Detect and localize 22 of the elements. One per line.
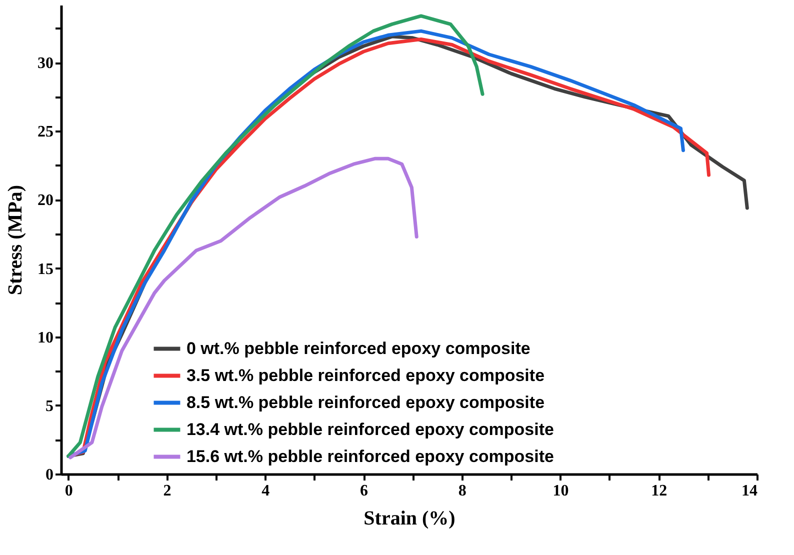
legend-label: 13.4 wt.% pebble reinforced epoxy composite — [186, 420, 554, 439]
x-tick-label: 0 — [64, 482, 73, 500]
y-tick-label: 20 — [38, 192, 54, 210]
x-tick-label: 8 — [458, 482, 466, 500]
x-tick-label: 2 — [163, 482, 172, 500]
x-tick-label: 10 — [552, 482, 569, 500]
y-tick-label: 10 — [38, 329, 54, 346]
y-tick-label: 5 — [46, 398, 54, 415]
legend-label: 8.5 wt.% pebble reinforced epoxy composite — [186, 392, 545, 412]
x-tick-label: 14 — [742, 482, 758, 500]
y-axis-title: Stress (MPa) — [4, 184, 26, 296]
y-tick-label: 25 — [38, 124, 54, 141]
legend-label: 15.6 wt.% pebble reinforced epoxy composite — [186, 446, 554, 466]
x-tick-label: 12 — [651, 482, 668, 500]
y-tick-label: 15 — [38, 260, 54, 278]
y-tick-label: 0 — [46, 466, 54, 484]
y-tick-label: 30 — [38, 55, 54, 72]
x-tick-label: 6 — [360, 482, 368, 500]
x-axis-title: Strain (%) — [364, 508, 456, 530]
legend-label: 3.5 wt.% pebble reinforced epoxy composite — [186, 366, 545, 385]
x-tick-label: 4 — [262, 482, 270, 500]
legend-label: 0 wt.% pebble reinforced epoxy composite — [186, 338, 530, 358]
